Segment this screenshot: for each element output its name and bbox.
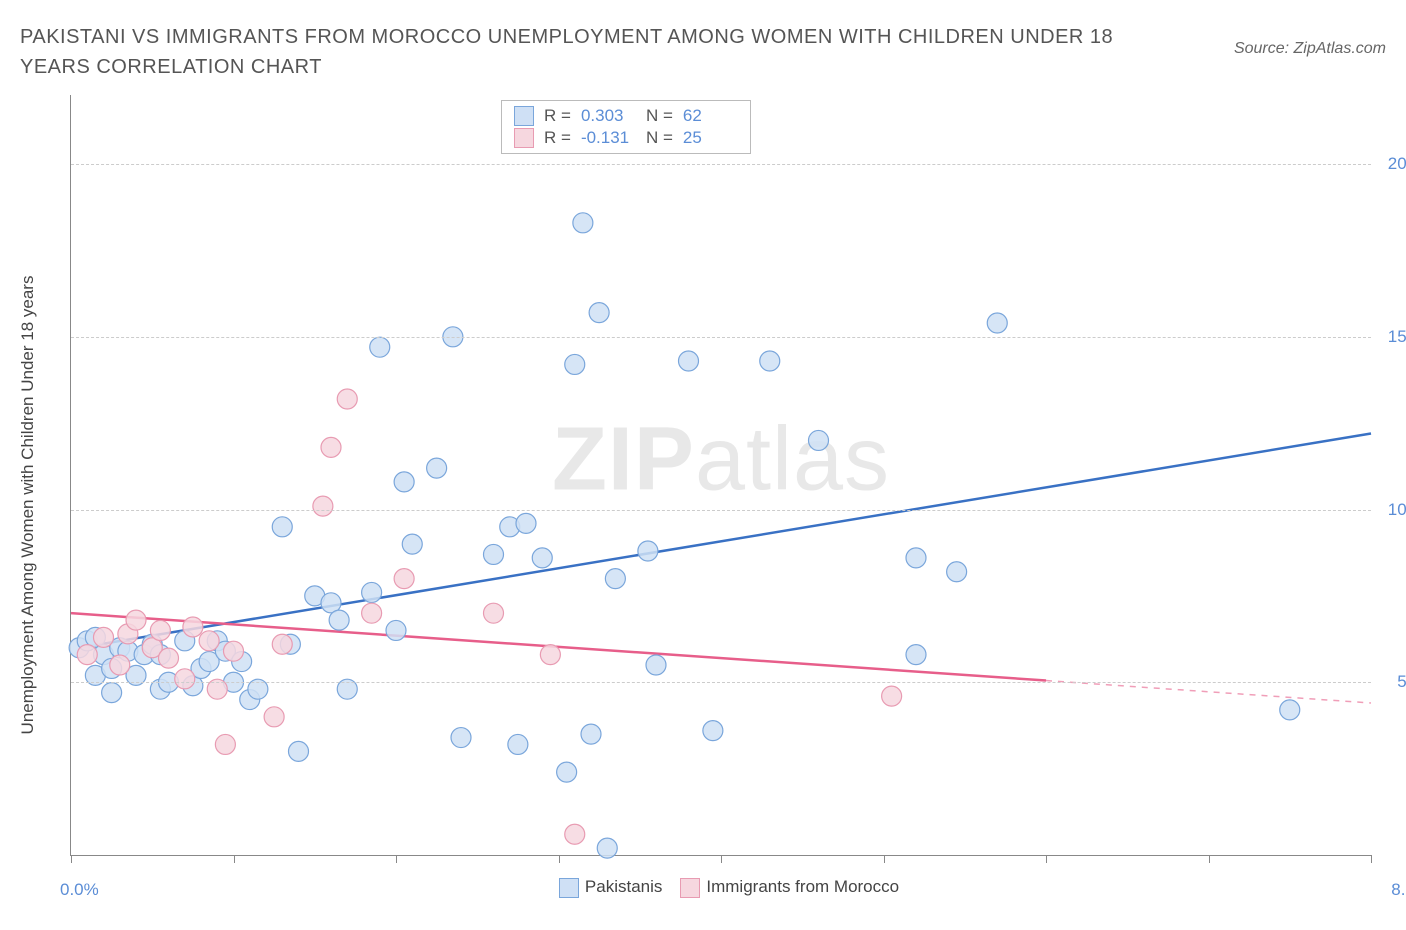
scatter-point	[126, 610, 146, 630]
scatter-point	[581, 724, 601, 744]
legend-swatch-icon	[514, 128, 534, 148]
scatter-point	[199, 631, 219, 651]
plot-area: ZIPatlas R = 0.303 N = 62 R = -0.131 N =…	[70, 95, 1371, 856]
legend-label: Pakistanis	[585, 877, 662, 896]
stat-r-label: R =	[544, 128, 571, 148]
gridline-h	[71, 164, 1371, 165]
scatter-point	[394, 569, 414, 589]
scatter-point	[159, 648, 179, 668]
bottom-legend: Pakistanis Immigrants from Morocco	[70, 877, 1370, 898]
stats-legend-box: R = 0.303 N = 62 R = -0.131 N = 25	[501, 100, 751, 154]
scatter-point	[386, 620, 406, 640]
x-tick	[721, 855, 722, 863]
scatter-point	[110, 655, 130, 675]
stat-r-value: 0.303	[581, 106, 636, 126]
x-tick	[884, 855, 885, 863]
scatter-point	[337, 389, 357, 409]
stats-row: R = -0.131 N = 25	[514, 127, 738, 149]
scatter-point	[329, 610, 349, 630]
y-tick-label: 15.0%	[1388, 327, 1406, 347]
scatter-point	[362, 582, 382, 602]
scatter-point	[597, 838, 617, 858]
x-tick	[1046, 855, 1047, 863]
scatter-point	[224, 641, 244, 661]
legend-swatch-icon	[680, 878, 700, 898]
scatter-point	[703, 721, 723, 741]
y-axis-label: Unemployment Among Women with Children U…	[18, 276, 38, 735]
scatter-point	[605, 569, 625, 589]
x-axis-labels: 0.0% PakistanisImmigrants from Morocco 8…	[70, 865, 1370, 895]
scatter-point	[313, 496, 333, 516]
x-max-label: 8.0%	[1391, 880, 1406, 900]
y-tick-label: 20.0%	[1388, 154, 1406, 174]
scatter-point	[394, 472, 414, 492]
scatter-point	[402, 534, 422, 554]
scatter-point	[882, 686, 902, 706]
scatter-point	[215, 734, 235, 754]
scatter-point	[272, 634, 292, 654]
scatter-point	[565, 354, 585, 374]
scatter-point	[508, 734, 528, 754]
scatter-point	[638, 541, 658, 561]
x-tick	[234, 855, 235, 863]
x-tick	[559, 855, 560, 863]
scatter-point	[987, 313, 1007, 333]
scatter-point	[679, 351, 699, 371]
scatter-point	[532, 548, 552, 568]
legend-label: Immigrants from Morocco	[706, 877, 899, 896]
scatter-point	[809, 430, 829, 450]
scatter-point	[150, 620, 170, 640]
scatter-point	[102, 683, 122, 703]
legend-swatch-icon	[514, 106, 534, 126]
y-tick-label: 5.0%	[1397, 672, 1406, 692]
scatter-point	[540, 645, 560, 665]
source-credit: Source: ZipAtlas.com	[1234, 40, 1386, 58]
scatter-point	[264, 707, 284, 727]
scatter-point	[589, 303, 609, 323]
scatter-point	[77, 645, 97, 665]
scatter-point	[484, 603, 504, 623]
scatter-point	[906, 548, 926, 568]
scatter-point	[760, 351, 780, 371]
stat-r-label: R =	[544, 106, 571, 126]
scatter-point	[573, 213, 593, 233]
chart-title: PAKISTANI VS IMMIGRANTS FROM MOROCCO UNE…	[20, 22, 1140, 82]
scatter-point	[427, 458, 447, 478]
scatter-point	[557, 762, 577, 782]
x-tick	[1371, 855, 1372, 863]
scatter-point	[1280, 700, 1300, 720]
gridline-h	[71, 682, 1371, 683]
stat-n-label: N =	[646, 106, 673, 126]
x-tick	[1209, 855, 1210, 863]
scatter-point	[565, 824, 585, 844]
stat-n-label: N =	[646, 128, 673, 148]
stat-n-value: 62	[683, 106, 738, 126]
scatter-point	[175, 669, 195, 689]
scatter-point	[289, 741, 309, 761]
gridline-h	[71, 337, 1371, 338]
stats-row: R = 0.303 N = 62	[514, 105, 738, 127]
x-tick	[396, 855, 397, 863]
scatter-point	[272, 517, 292, 537]
scatter-points-svg	[71, 95, 1371, 855]
scatter-point	[484, 544, 504, 564]
scatter-point	[906, 645, 926, 665]
chart-container: Unemployment Among Women with Children U…	[20, 95, 1380, 915]
legend-swatch-icon	[559, 878, 579, 898]
x-tick	[71, 855, 72, 863]
scatter-point	[362, 603, 382, 623]
scatter-point	[516, 513, 536, 533]
scatter-point	[451, 728, 471, 748]
y-tick-label: 10.0%	[1388, 500, 1406, 520]
title-bar: PAKISTANI VS IMMIGRANTS FROM MOROCCO UNE…	[20, 22, 1386, 82]
scatter-point	[94, 627, 114, 647]
scatter-point	[646, 655, 666, 675]
scatter-point	[370, 337, 390, 357]
scatter-point	[947, 562, 967, 582]
stat-r-value: -0.131	[581, 128, 636, 148]
gridline-h	[71, 510, 1371, 511]
scatter-point	[321, 437, 341, 457]
stat-n-value: 25	[683, 128, 738, 148]
scatter-point	[183, 617, 203, 637]
